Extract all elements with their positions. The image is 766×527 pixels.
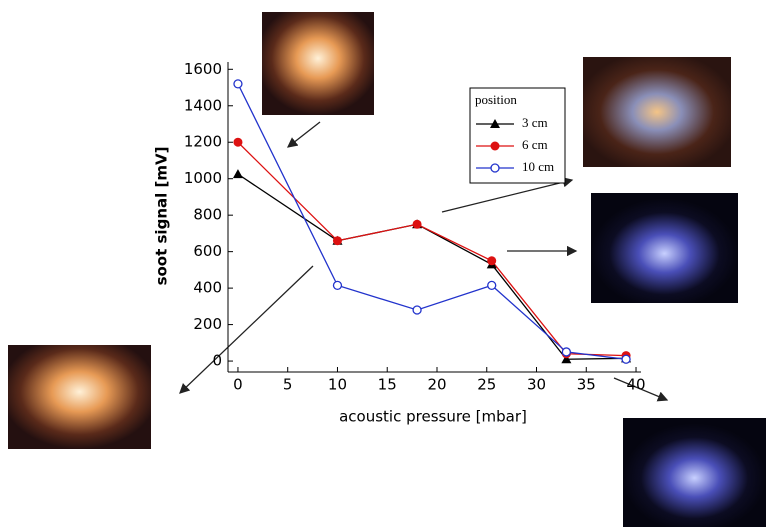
marker (488, 281, 496, 289)
marker (413, 306, 421, 314)
y-tick-label: 600 (193, 242, 222, 260)
marker (233, 138, 242, 147)
marker (487, 256, 496, 265)
y-tick-label: 1000 (184, 169, 222, 187)
marker (233, 169, 243, 178)
x-tick-label: 0 (233, 376, 243, 394)
legend-label: 10 cm (522, 159, 554, 174)
y-tick-label: 1600 (184, 60, 222, 78)
marker (333, 281, 341, 289)
flame-photo (8, 345, 151, 449)
flame-photo (623, 418, 766, 527)
x-tick-label: 25 (477, 376, 496, 394)
y-axis-label: soot signal [mV] (153, 147, 171, 286)
y-tick-label: 400 (193, 279, 222, 297)
x-tick-label: 40 (626, 376, 645, 394)
x-tick-label: 20 (427, 376, 446, 394)
x-tick-label: 5 (283, 376, 293, 394)
legend-label: 3 cm (522, 115, 548, 130)
y-tick-label: 0 (212, 352, 222, 370)
marker (413, 220, 422, 229)
legend-label: 6 cm (522, 137, 548, 152)
marker (333, 236, 342, 245)
legend-marker (491, 164, 499, 172)
marker (622, 355, 630, 363)
marker (234, 80, 242, 88)
x-tick-label: 35 (577, 376, 596, 394)
flame-photo (583, 57, 731, 167)
legend-marker (491, 142, 500, 151)
y-tick-label: 800 (193, 206, 222, 224)
x-tick-label: 30 (527, 376, 546, 394)
series-line (238, 142, 626, 355)
y-tick-label: 1400 (184, 96, 222, 114)
x-tick-label: 15 (378, 376, 397, 394)
series-line (238, 84, 626, 359)
flame-photo (591, 193, 738, 303)
x-tick-label: 10 (328, 376, 347, 394)
chart: acoustic pressure [mbar] soot signal [mV… (0, 0, 766, 527)
x-axis-label: acoustic pressure [mbar] (339, 408, 527, 426)
y-tick-label: 1200 (184, 133, 222, 151)
marker (562, 348, 570, 356)
y-tick-label: 200 (193, 315, 222, 333)
flame-photo (262, 12, 374, 115)
legend-title: position (475, 92, 517, 107)
